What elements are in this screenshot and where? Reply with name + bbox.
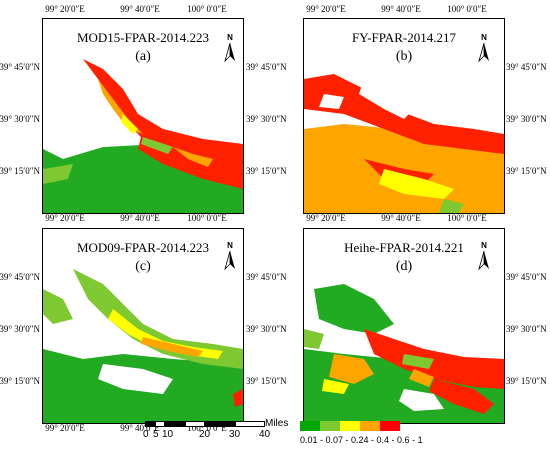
scale-tick-label: 30 bbox=[229, 429, 241, 440]
lat-tick-label: 39° 30′0″N bbox=[246, 324, 287, 334]
lon-tick-label: 99° 20′0″E bbox=[45, 423, 85, 433]
lat-tick-label: 39° 45′0″N bbox=[246, 62, 287, 72]
north-label: N bbox=[227, 33, 233, 42]
panel-label: (d) bbox=[395, 259, 413, 274]
scale-segment bbox=[235, 421, 265, 427]
lat-tick-label: 39° 45′0″N bbox=[246, 272, 287, 282]
lon-tick-label: 99° 40′0″E bbox=[381, 213, 421, 223]
panel-label: (c) bbox=[135, 259, 151, 274]
north-arrow-icon: N bbox=[222, 33, 238, 63]
lon-tick-label: 99° 20′0″E bbox=[45, 213, 85, 223]
lat-tick-label: 39° 30′0″N bbox=[0, 324, 40, 334]
panel-label: (b) bbox=[395, 49, 413, 64]
scale-segment bbox=[155, 421, 165, 427]
lon-tick-label: 99° 20′0″E bbox=[306, 4, 346, 14]
legend-swatch bbox=[340, 421, 360, 431]
scale-segment bbox=[185, 421, 205, 427]
scale-unit-label: Miles bbox=[265, 418, 289, 429]
lat-tick-label: 39° 15′0″N bbox=[0, 376, 40, 386]
scale-segment bbox=[205, 421, 235, 427]
scale-tick-label: 5 bbox=[153, 429, 159, 440]
lon-tick-label: 99° 40′0″E bbox=[120, 213, 160, 223]
scale-tick-label: 0 bbox=[143, 429, 149, 440]
lon-tick-label: 99° 40′0″E bbox=[381, 4, 421, 14]
lon-tick-label: 100° 0′0″E bbox=[187, 423, 227, 433]
panel-title: MOD15-FPAR-2014.223 bbox=[76, 30, 210, 45]
panel-title: MOD09-FPAR-2014.223 bbox=[76, 240, 210, 255]
panel-title: FY-FPAR-2014.217 bbox=[352, 30, 456, 45]
north-label: N bbox=[227, 241, 233, 250]
map-panel-d: Heihe-FPAR-2014.221 (d) N bbox=[303, 228, 505, 424]
scale-segment bbox=[165, 421, 185, 427]
lat-tick-label: 39° 30′0″N bbox=[246, 114, 287, 124]
fpar-map-d bbox=[304, 284, 504, 423]
lon-tick-label: 99° 40′0″E bbox=[120, 4, 160, 14]
lon-tick-label: 99° 20′0″E bbox=[45, 4, 85, 14]
legend-label: 0.01 - 0.07 - 0.24 - 0.4 - 0.6 - 1 bbox=[300, 435, 423, 445]
lat-tick-label: 39° 15′0″N bbox=[506, 166, 547, 176]
panel-label: (a) bbox=[135, 49, 151, 64]
scale-bar: Miles 0 5 10 20 30 40 bbox=[143, 418, 305, 440]
lat-tick-label: 39° 15′0″N bbox=[246, 376, 287, 386]
legend-swatch bbox=[380, 421, 400, 431]
lat-tick-label: 39° 15′0″N bbox=[506, 376, 547, 386]
lat-tick-label: 39° 45′0″N bbox=[0, 62, 40, 72]
fpar-map-b bbox=[304, 74, 504, 213]
lon-tick-label: 100° 0′0″E bbox=[447, 4, 487, 14]
lat-tick-label: 39° 30′0″N bbox=[0, 114, 40, 124]
lon-tick-label: 100° 0′0″E bbox=[447, 213, 487, 223]
lon-tick-label: 99° 40′0″E bbox=[120, 423, 160, 433]
north-label: N bbox=[481, 241, 487, 250]
scale-tick-label: 10 bbox=[162, 429, 174, 440]
panel-title: Heihe-FPAR-2014.221 bbox=[344, 240, 464, 255]
north-label: N bbox=[481, 33, 487, 42]
legend-swatch bbox=[300, 421, 320, 431]
scale-tick-label: 20 bbox=[199, 429, 211, 440]
fpar-map-c bbox=[43, 269, 243, 423]
lat-tick-label: 39° 45′0″N bbox=[506, 62, 547, 72]
lon-tick-label: 100° 0′0″E bbox=[187, 213, 227, 223]
lat-tick-label: 39° 15′0″N bbox=[246, 166, 287, 176]
legend-swatch bbox=[360, 421, 380, 431]
north-arrow-icon: N bbox=[476, 33, 492, 63]
map-panel-a: MOD15-FPAR-2014.223 (a) N bbox=[42, 18, 244, 214]
scale-segment bbox=[145, 421, 155, 427]
lat-tick-label: 39° 30′0″N bbox=[506, 324, 547, 334]
lat-tick-label: 39° 30′0″N bbox=[506, 114, 547, 124]
fpar-legend: 0.01 - 0.07 - 0.24 - 0.4 - 0.6 - 1 bbox=[300, 419, 430, 449]
legend-swatch bbox=[320, 421, 340, 431]
lat-tick-label: 39° 45′0″N bbox=[0, 272, 40, 282]
fpar-map-a bbox=[43, 59, 243, 213]
map-panel-c: MOD09-FPAR-2014.223 (c) N bbox=[42, 228, 244, 424]
lon-tick-label: 100° 0′0″E bbox=[187, 4, 227, 14]
map-panel-b: FY-FPAR-2014.217 (b) N bbox=[303, 18, 505, 214]
scale-tick-label: 40 bbox=[259, 429, 271, 440]
north-arrow-icon: N bbox=[222, 241, 238, 271]
north-arrow-icon: N bbox=[476, 241, 492, 271]
lon-tick-label: 99° 20′0″E bbox=[306, 213, 346, 223]
lat-tick-label: 39° 45′0″N bbox=[506, 272, 547, 282]
lat-tick-label: 39° 15′0″N bbox=[0, 166, 40, 176]
